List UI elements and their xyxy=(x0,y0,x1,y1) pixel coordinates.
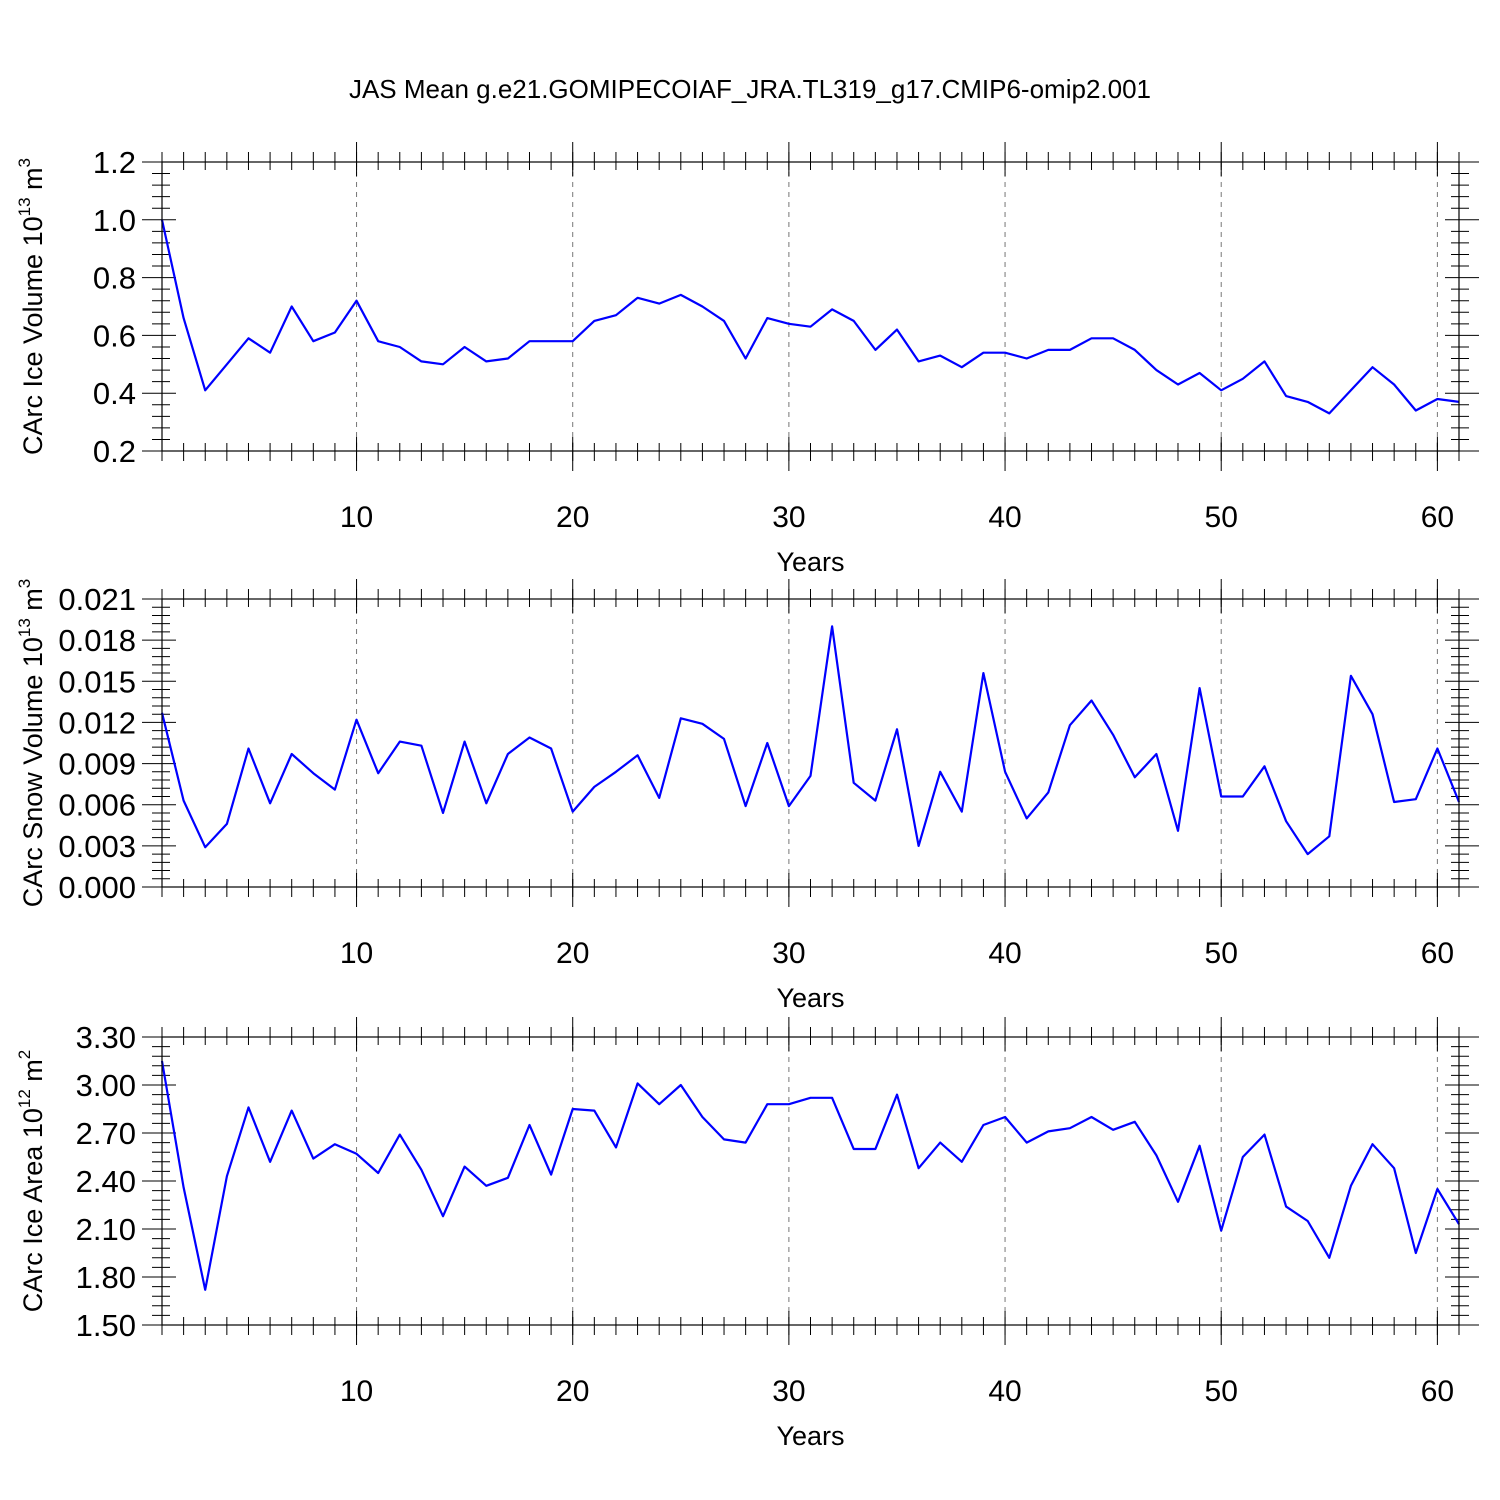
y-tick-label: 0.012 xyxy=(58,705,136,740)
x-tick-label: 10 xyxy=(340,937,373,970)
y-tick-label: 0.015 xyxy=(58,664,136,699)
y-axis-label-unit: m xyxy=(18,1059,48,1089)
x-tick-label: 40 xyxy=(988,1375,1021,1408)
y-tick-label: 0.8 xyxy=(93,261,136,296)
y-axis-label-main: CArc Ice Volume 10 xyxy=(18,216,48,455)
panel-1: 10 20 30 40 50 60 Years 0.2 0.4 0.6 0.8 1.0 1.2 CArc … xyxy=(15,142,1479,577)
y-tick-label: 0.2 xyxy=(93,434,136,469)
x-axis-label: Years xyxy=(776,1421,844,1451)
y-axis-label-exponent: 12 xyxy=(15,1089,34,1108)
y-tick-label: 1.80 xyxy=(76,1260,136,1295)
y-tick-label: 3.30 xyxy=(76,1020,136,1055)
x-axis-label: Years xyxy=(776,983,844,1013)
y-axis-label: CArc Ice Volume 1013 m3 xyxy=(15,158,48,455)
y-axis-label-unit-exponent: 3 xyxy=(15,579,34,588)
y-tick-label: 0.003 xyxy=(58,829,136,864)
x-tick-label: 20 xyxy=(556,501,589,534)
x-tick-label: 50 xyxy=(1205,937,1238,970)
y-tick-label: 1.50 xyxy=(76,1308,136,1343)
y-tick-label: 2.10 xyxy=(76,1212,136,1247)
x-tick-label: 20 xyxy=(556,1375,589,1408)
y-tick-label: 0.4 xyxy=(93,376,136,411)
x-tick-label: 60 xyxy=(1421,1375,1454,1408)
y-axis-label-main: CArc Snow Volume 10 xyxy=(18,637,48,907)
y-tick-label: 0.018 xyxy=(58,623,136,658)
y-tick-label: 0.000 xyxy=(58,870,136,905)
chart-title: JAS Mean g.e21.GOMIPECOIAF_JRA.TL319_g17… xyxy=(349,74,1151,104)
x-tick-label: 10 xyxy=(340,501,373,534)
y-axis-label-unit: m xyxy=(18,588,48,618)
x-tick-label: 30 xyxy=(772,937,805,970)
plot-frame xyxy=(161,598,1460,888)
x-tick-label: 60 xyxy=(1421,937,1454,970)
y-tick-label: 1.0 xyxy=(93,203,136,238)
panel-2: 10 20 30 40 50 60 Years 0.000 0.003 0.006 0.009 0.0… xyxy=(15,579,1479,1013)
x-tick-label: 40 xyxy=(988,501,1021,534)
series-line xyxy=(160,1060,1460,1291)
plot-frame xyxy=(161,1036,1460,1326)
series-line xyxy=(160,219,1460,415)
x-tick-label: 30 xyxy=(772,1375,805,1408)
x-axis-label: Years xyxy=(776,547,844,577)
x-tick-label: 50 xyxy=(1205,1375,1238,1408)
x-tick-label: 10 xyxy=(340,1375,373,1408)
y-axis-label-unit-exponent: 2 xyxy=(15,1050,34,1059)
y-axis-label-exponent: 13 xyxy=(15,618,34,637)
y-axis-label: CArc Ice Area 1012 m2 xyxy=(15,1050,48,1313)
x-tick-label: 20 xyxy=(556,937,589,970)
y-tick-label: 2.70 xyxy=(76,1116,136,1151)
y-axis-label-exponent: 13 xyxy=(15,197,34,216)
x-tick-label: 30 xyxy=(772,501,805,534)
y-tick-label: 0.6 xyxy=(93,318,136,353)
y-axis-label: CArc Snow Volume 1013 m3 xyxy=(15,579,48,908)
series-line xyxy=(160,625,1461,856)
panel-3: 10 20 30 40 50 60 Years 1.50 1.80 2.10 2.40 2.70 3.0… xyxy=(15,1017,1479,1451)
x-tick-label: 60 xyxy=(1421,501,1454,534)
y-axis-label-unit: m xyxy=(18,167,48,197)
plot-frame xyxy=(161,161,1460,452)
y-axis-label-unit-exponent: 3 xyxy=(15,158,34,167)
y-tick-label: 0.009 xyxy=(58,747,136,782)
y-tick-label: 3.00 xyxy=(76,1068,136,1103)
y-tick-label: 0.021 xyxy=(58,582,136,617)
y-tick-label: 1.2 xyxy=(93,145,136,180)
x-tick-label: 40 xyxy=(988,937,1021,970)
y-axis-label-main: CArc Ice Area 10 xyxy=(18,1108,48,1312)
x-tick-label: 50 xyxy=(1205,501,1238,534)
panels: 10 20 30 40 50 60 Years 0.2 0.4 0.6 0.8 1.0 1.2 CArc … xyxy=(15,142,1479,1451)
y-tick-label: 0.006 xyxy=(58,788,136,823)
y-tick-label: 2.40 xyxy=(76,1164,136,1199)
